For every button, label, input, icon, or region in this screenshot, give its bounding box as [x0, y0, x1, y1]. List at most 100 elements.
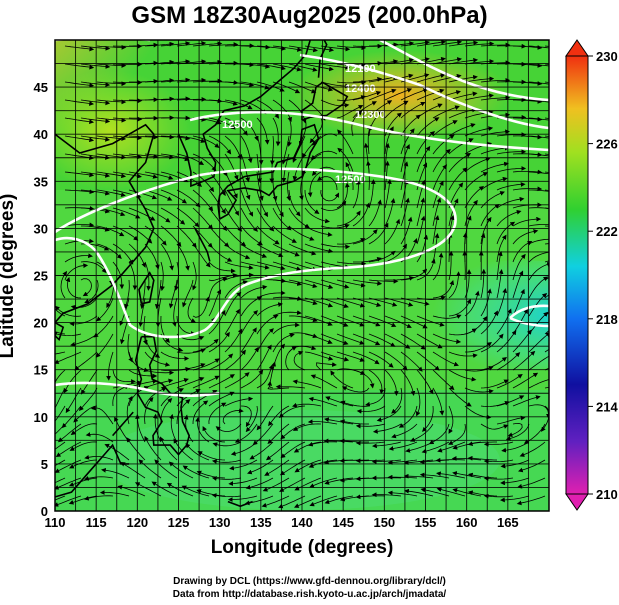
- streamline: [55, 441, 66, 450]
- streamline: [448, 40, 479, 47]
- streamline: [192, 78, 223, 84]
- streamline: [512, 329, 532, 353]
- streamline: [286, 171, 291, 202]
- streamline: [496, 330, 517, 353]
- lon-tick-label: 125: [168, 515, 190, 530]
- streamline: [448, 271, 461, 299]
- coastline: [55, 321, 65, 342]
- streamline: [269, 153, 275, 184]
- streamline: [512, 81, 543, 86]
- streamline: [528, 311, 549, 335]
- streamline: [330, 370, 354, 389]
- streamline: [528, 81, 549, 85]
- streamline: [256, 328, 274, 353]
- streamline: [228, 477, 258, 486]
- streamline: [518, 459, 546, 473]
- streamline: [192, 338, 219, 353]
- streamline: [372, 441, 402, 449]
- streamline: [384, 142, 390, 173]
- streamline: [128, 171, 158, 179]
- streamline: [528, 238, 549, 245]
- streamline: [384, 315, 412, 328]
- streamline: [240, 346, 259, 371]
- streamline: [467, 455, 497, 461]
- streamline: [512, 288, 525, 317]
- streamline: [187, 297, 196, 323]
- colorbar-tick-label: 226: [596, 137, 618, 152]
- streamline: [372, 423, 402, 434]
- streamline: [64, 63, 95, 70]
- streamline: [400, 128, 415, 155]
- streamline: [496, 149, 527, 155]
- streamline: [224, 396, 254, 407]
- streamline: [256, 45, 287, 51]
- streamline: [261, 495, 290, 508]
- streamline: [368, 179, 376, 209]
- streamline: [80, 261, 107, 274]
- streamline: [483, 476, 514, 481]
- streamline: [208, 117, 236, 130]
- streamline: [432, 252, 444, 281]
- streamline: [416, 40, 447, 47]
- lat-tick-label: 5: [41, 457, 48, 472]
- streamline: [513, 116, 543, 122]
- streamline: [64, 81, 95, 88]
- lon-tick-label: 115: [86, 515, 107, 530]
- streamline: [172, 297, 178, 327]
- streamline: [208, 207, 228, 232]
- streamline: [74, 351, 98, 371]
- streamline: [368, 110, 383, 137]
- streamline: [496, 373, 523, 389]
- streamline: [196, 470, 226, 479]
- streamline: [436, 487, 466, 497]
- streamline: [256, 207, 275, 232]
- streamline: [336, 351, 365, 362]
- streamline: [421, 441, 450, 454]
- streamline: [192, 171, 215, 193]
- streamline: [308, 441, 338, 447]
- streamline: [197, 451, 226, 461]
- streamline: [128, 351, 149, 373]
- lat-tick-label: 40: [34, 127, 48, 142]
- streamline: [120, 461, 146, 479]
- streamline: [222, 408, 244, 425]
- streamline: [432, 164, 448, 191]
- streamline: [272, 117, 281, 147]
- streamline: [512, 270, 524, 299]
- streamline: [182, 465, 210, 479]
- streamline: [464, 290, 480, 317]
- lat-tick-labels: 0 5 10 15 20 25 30 35 40 45: [34, 80, 48, 519]
- streamline: [80, 117, 111, 124]
- streamline: [432, 105, 460, 119]
- streamline: [176, 243, 190, 271]
- streamline: [464, 172, 489, 191]
- streamline: [60, 270, 68, 299]
- streamline: [55, 495, 66, 501]
- streamline: [293, 441, 322, 453]
- streamline: [240, 171, 251, 201]
- streamline: [245, 405, 258, 433]
- streamline: [134, 482, 162, 497]
- streamline: [114, 416, 130, 443]
- streamline: [528, 404, 549, 419]
- streamline: [480, 423, 509, 430]
- streamline: [240, 275, 271, 281]
- streamline: [368, 199, 382, 227]
- streamline: [181, 485, 210, 497]
- streamline: [368, 351, 394, 368]
- streamline: [416, 351, 440, 371]
- streamline: [240, 189, 254, 217]
- streamline: [500, 477, 530, 486]
- streamline: [336, 210, 361, 227]
- streamline: [391, 423, 418, 439]
- streamline: [84, 454, 114, 461]
- streamline: [192, 189, 214, 212]
- streamline: [435, 457, 466, 463]
- streamline: [64, 253, 93, 263]
- streamline: [240, 207, 258, 232]
- streamline: [212, 441, 242, 447]
- streamline: [272, 310, 302, 317]
- streamline: [505, 423, 530, 441]
- streamline: [467, 490, 498, 497]
